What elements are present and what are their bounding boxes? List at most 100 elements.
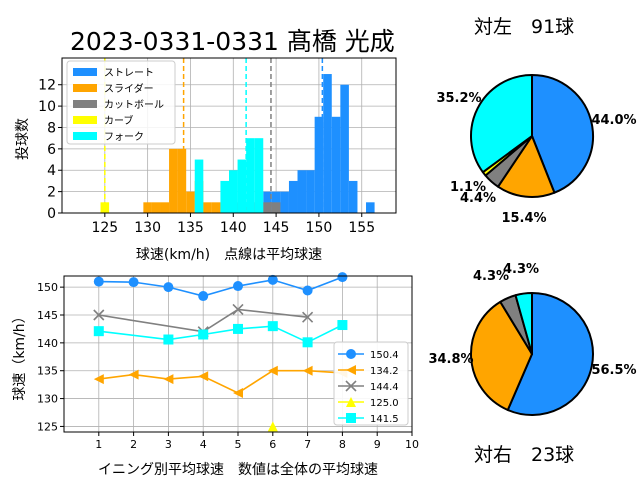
line-point xyxy=(232,303,244,315)
line-point xyxy=(198,329,209,340)
line-point xyxy=(267,274,278,285)
line-point xyxy=(302,285,313,296)
hist-ytick-label: 0 xyxy=(47,206,56,222)
line-ytick-label: 135 xyxy=(37,365,58,378)
pie-left-slice xyxy=(497,135,556,198)
vs-right-label: 対右 23球 xyxy=(474,444,575,466)
line-legend-label: 125.0 xyxy=(370,398,399,409)
line-point xyxy=(93,326,104,337)
line-ytick-label: 150 xyxy=(37,281,58,294)
hist-bar xyxy=(340,84,349,213)
line-point xyxy=(337,272,348,283)
line-legend-label: 141.5 xyxy=(370,414,399,425)
pie-left-slice-label: 1.1% xyxy=(450,180,486,195)
hist-bar xyxy=(314,116,324,213)
hist-bar xyxy=(263,202,272,213)
line-point xyxy=(93,309,105,321)
line-point xyxy=(163,334,174,345)
hist-bar xyxy=(348,180,358,213)
line-xtick-label: 7 xyxy=(304,438,311,451)
hist-ytick-label: 12 xyxy=(38,78,56,94)
line-point xyxy=(233,388,243,398)
pie-right-slice-label: 56.5% xyxy=(591,363,636,378)
hist-bar xyxy=(323,74,332,213)
pie-right-slice xyxy=(470,300,533,411)
hist-bar xyxy=(220,180,229,213)
line-point xyxy=(267,321,278,332)
line-point xyxy=(302,337,313,348)
line-xtick-label: 10 xyxy=(405,438,419,451)
line-ytick-label: 125 xyxy=(37,420,58,433)
hist-bar xyxy=(288,180,298,213)
line-legend-marker xyxy=(346,397,356,407)
line-series xyxy=(98,308,308,333)
line-point xyxy=(302,311,314,323)
pie-right-slice xyxy=(506,292,594,416)
hist-bar xyxy=(177,148,187,213)
line-point xyxy=(128,369,139,380)
hist-frame xyxy=(61,57,397,214)
hist-xtick-label: 130 xyxy=(134,220,161,236)
marker-stroke xyxy=(232,303,244,315)
hist-bar xyxy=(169,148,178,213)
vs-left-label: 対左 91球 xyxy=(474,16,575,38)
line-xtick-label: 4 xyxy=(200,438,207,451)
hist-legend-label: カーブ xyxy=(104,114,133,127)
hist-legend-swatch xyxy=(73,100,97,108)
line-point xyxy=(163,282,174,293)
hist-bar xyxy=(306,170,315,213)
hist-bar xyxy=(160,202,170,213)
hist-legend-swatch xyxy=(73,132,97,140)
hist-ytick-label: 2 xyxy=(47,185,56,201)
pie-left-slice-label: 44.0% xyxy=(591,113,636,128)
line-legend-marker xyxy=(345,380,357,392)
hist-bar xyxy=(203,202,212,213)
hist-legend-label: カットボール xyxy=(104,99,164,111)
line-legend-marker xyxy=(346,365,356,375)
pie-left-slice xyxy=(470,74,533,174)
marker-stroke xyxy=(93,309,105,321)
line-point xyxy=(163,374,174,385)
pie-right-slice-label: 4.3% xyxy=(473,269,509,284)
hist-bar xyxy=(186,191,195,213)
hist-xtick-label: 125 xyxy=(91,220,118,236)
hist-legend-swatch xyxy=(73,116,97,124)
line-point xyxy=(233,323,243,334)
line-xtick-label: 1 xyxy=(95,438,102,451)
hist-bar xyxy=(366,202,375,213)
line-ytick-label: 145 xyxy=(37,309,58,322)
hist-bar xyxy=(237,159,247,213)
pie-right-slice-label: 34.8% xyxy=(428,352,473,367)
hist-bar xyxy=(100,202,110,213)
hist-bar xyxy=(246,138,255,213)
line-xtick-label: 8 xyxy=(339,438,346,451)
line-xtick-label: 5 xyxy=(235,438,242,451)
line-legend-marker xyxy=(346,349,356,359)
line-xlabel: イニング別平均球速 数値は全体の平均球速 xyxy=(98,461,378,478)
line-point xyxy=(128,277,139,288)
hist-ytick-label: 8 xyxy=(47,120,56,136)
line-ytick-label: 140 xyxy=(37,337,58,350)
hist-xlabel: 球速(km/h) 点線は平均球速 xyxy=(136,247,322,263)
line-point xyxy=(302,365,313,376)
hist-legend-label: ストレート xyxy=(104,68,154,79)
line-legend-marker xyxy=(346,413,356,423)
pie-left-slice-label: 4.4% xyxy=(460,191,496,206)
hist-xtick-label: 155 xyxy=(348,220,375,236)
pie-left-slice-label: 35.2% xyxy=(436,91,481,106)
hist-xtick-label: 140 xyxy=(220,220,247,236)
line-legend-label: 150.4 xyxy=(370,350,399,361)
hist-bar xyxy=(331,116,341,213)
hist-bar xyxy=(280,191,289,213)
line-xtick-label: 9 xyxy=(374,438,381,451)
hist-bar xyxy=(271,202,281,213)
hist-xtick-label: 150 xyxy=(306,220,333,236)
hist-bar xyxy=(143,202,152,213)
chart-title: 2023-0331-0331 髙橋 光成 xyxy=(70,27,395,56)
line-point xyxy=(93,374,104,385)
pie-right-slice xyxy=(514,292,533,355)
hist-bar xyxy=(194,159,204,213)
pie-left-slice xyxy=(531,74,594,194)
line-series xyxy=(98,369,343,394)
line-xtick-label: 2 xyxy=(130,438,137,451)
